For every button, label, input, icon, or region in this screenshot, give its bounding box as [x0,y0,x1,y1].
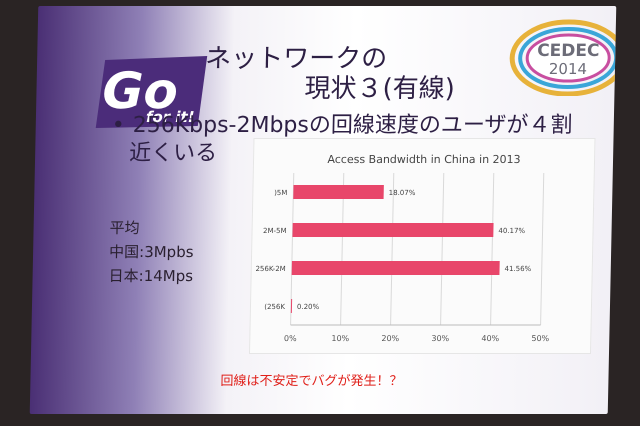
presentation-slide: Go for it! ネットワークの 現状３(有線) CEDEC 2014 • 2… [29,6,617,414]
x-tick-label: 0% [284,334,297,343]
x-tick-label: 50% [531,334,549,343]
title-line-1: ネットワークの [204,44,388,74]
average-speed-block: 平均 中国:3Mpbs 日本:14Mps [108,216,194,288]
data-label: 18.07% [389,189,416,197]
logo-text-go: Go [102,62,179,120]
bar [290,299,293,313]
average-china: 中国:3Mpbs [108,243,194,261]
x-tick-label: 20% [381,334,399,343]
average-japan: 日本:14Mps [108,267,194,285]
slide-caption: 回線は不安定でバグが発生！？ [220,374,403,389]
bandwidth-chart-svg: Access Bandwidth in China in 2013 0% 10% 2… [255,153,549,343]
badge-text-year: 2014 [549,60,588,78]
x-tick-label: 40% [481,334,499,343]
x-tick-label: 10% [331,334,349,343]
gridline [540,173,545,325]
bullet-dot-icon: • [111,113,126,138]
data-label: 40.17% [498,227,525,235]
bullet-line-1: 256Kbps-2Mbpsの回線速度のユーザが４割 [132,113,573,138]
category-label: )5M [274,189,287,197]
gridline [440,173,445,325]
title-line-2: 現状３(有線) [304,74,456,104]
badge-text-cedec: CEDEC [537,41,600,61]
category-label: 2M-5M [263,227,287,235]
category-label: 256K-2M [255,265,285,273]
bandwidth-chart: Access Bandwidth in China in 2013 0% 10% 2… [248,138,596,354]
x-tick-label: 30% [431,334,449,343]
bar [291,261,500,275]
chart-title: Access Bandwidth in China in 2013 [327,153,520,166]
average-heading: 平均 [109,219,140,237]
slide-title: ネットワークの 現状３(有線) [204,44,456,104]
category-label: (256K [264,303,285,311]
go-for-it-logo: Go for it! [95,56,208,128]
bar [293,185,384,199]
bar [292,223,494,237]
gridline [490,173,495,325]
cedec-2014-badge: CEDEC 2014 [509,19,617,96]
data-label: 0.20% [297,303,320,311]
gridline [390,173,395,325]
data-label: 41.56% [504,265,531,273]
logo-text-for-it: for it! [146,108,195,126]
